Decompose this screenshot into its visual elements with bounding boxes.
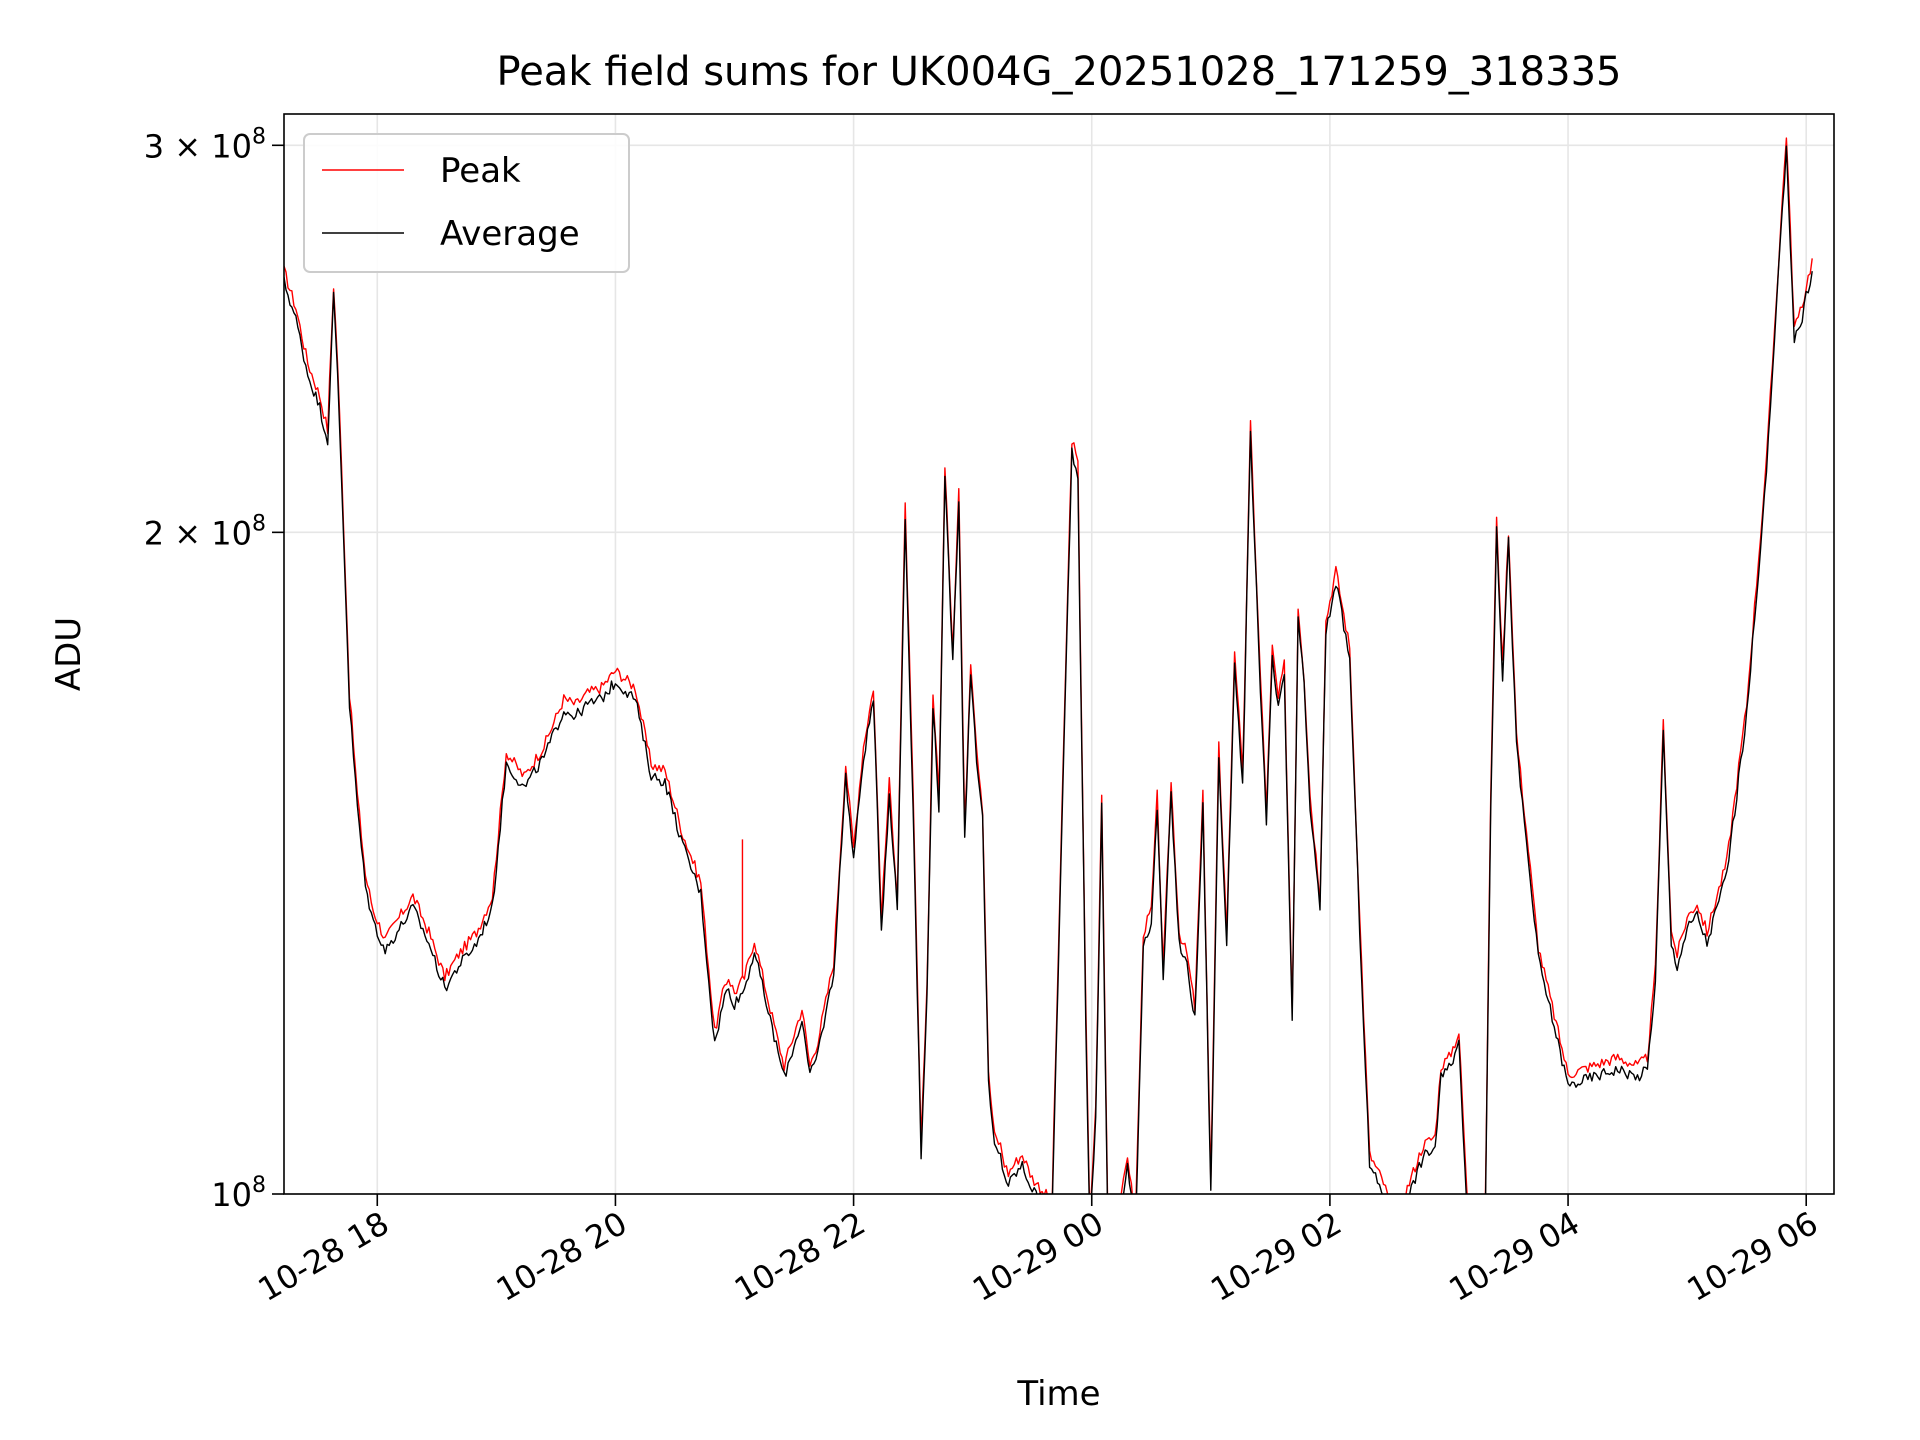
series-line-average xyxy=(284,145,1813,1194)
x-tick-label-3: 10-29 00 xyxy=(966,1204,1110,1309)
series-lines xyxy=(284,137,1813,1194)
legend: Peak Average xyxy=(303,133,630,273)
x-tick-label-4: 10-29 02 xyxy=(1204,1204,1348,1309)
legend-label-peak: Peak xyxy=(440,151,521,191)
x-tick-label-0: 10-28 18 xyxy=(252,1204,396,1309)
series-line-peak xyxy=(284,137,1813,1194)
x-axis-label: Time xyxy=(1016,1374,1100,1414)
legend-box xyxy=(303,133,630,273)
x-tick-label-2: 10-28 22 xyxy=(728,1204,872,1309)
x-tick-label-6: 10-29 06 xyxy=(1681,1204,1825,1309)
y-tick-label-1: 2 × 108 xyxy=(144,511,266,552)
chart-title: Peak field sums for UK004G_20251028_1712… xyxy=(497,49,1622,95)
plot-area xyxy=(283,113,1835,1195)
x-tick-label-1: 10-28 20 xyxy=(490,1204,634,1309)
y-tick-label-0: 108 xyxy=(211,1173,266,1214)
x-tick-label-5: 10-29 04 xyxy=(1442,1204,1586,1309)
y-axis-label: ADU xyxy=(49,617,89,691)
legend-label-average: Average xyxy=(440,214,580,254)
y-axis-ticks: 108 2 × 108 3 × 108 xyxy=(144,124,284,1214)
y-tick-label-2: 3 × 108 xyxy=(144,124,266,165)
grid-lines xyxy=(284,114,1834,1195)
x-axis-ticks: 10-28 18 10-28 20 10-28 22 10-29 00 10-29 02… xyxy=(252,1194,1825,1309)
